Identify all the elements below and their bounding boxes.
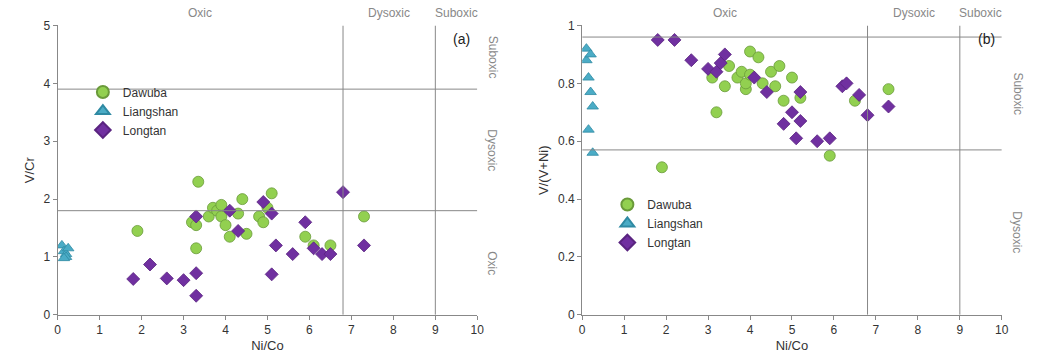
svg-text:Oxic: Oxic xyxy=(713,6,737,20)
svg-text:Dawuba: Dawuba xyxy=(123,86,167,100)
svg-text:1: 1 xyxy=(96,323,103,337)
svg-text:4: 4 xyxy=(44,77,51,91)
svg-text:Dysoxic: Dysoxic xyxy=(485,129,499,171)
svg-text:10: 10 xyxy=(471,323,485,337)
svg-text:V/(V+Ni): V/(V+Ni) xyxy=(536,145,551,194)
svg-text:2: 2 xyxy=(138,323,145,337)
svg-text:5: 5 xyxy=(264,323,271,337)
svg-text:V/Cr: V/Cr xyxy=(22,156,37,183)
svg-text:Longtan: Longtan xyxy=(123,124,166,138)
svg-text:0.8: 0.8 xyxy=(558,77,575,91)
svg-text:5: 5 xyxy=(44,19,51,33)
svg-text:0: 0 xyxy=(568,308,575,322)
svg-text:Dysoxic: Dysoxic xyxy=(1010,211,1024,253)
svg-text:(a): (a) xyxy=(453,31,470,47)
svg-text:7: 7 xyxy=(348,323,355,337)
svg-text:1: 1 xyxy=(568,19,575,33)
svg-text:8: 8 xyxy=(915,323,922,337)
svg-text:9: 9 xyxy=(432,323,439,337)
svg-text:Ni/Co: Ni/Co xyxy=(251,338,284,353)
svg-text:0.6: 0.6 xyxy=(558,134,575,148)
svg-text:Liangshan: Liangshan xyxy=(647,217,702,231)
svg-text:Suboxic: Suboxic xyxy=(486,36,500,79)
svg-text:1: 1 xyxy=(621,323,628,337)
svg-text:6: 6 xyxy=(831,323,838,337)
svg-text:Ni/Co: Ni/Co xyxy=(776,338,809,353)
svg-text:6: 6 xyxy=(306,323,313,337)
svg-text:Longtan: Longtan xyxy=(647,236,690,250)
svg-text:Suboxic: Suboxic xyxy=(1011,72,1025,115)
svg-text:Suboxic: Suboxic xyxy=(435,6,478,20)
svg-text:0: 0 xyxy=(579,323,586,337)
svg-text:1: 1 xyxy=(44,250,51,264)
svg-text:8: 8 xyxy=(390,323,397,337)
svg-text:Oxic: Oxic xyxy=(188,6,212,20)
svg-text:2: 2 xyxy=(663,323,670,337)
svg-text:3: 3 xyxy=(44,134,51,148)
svg-text:4: 4 xyxy=(222,323,229,337)
svg-text:Suboxic: Suboxic xyxy=(959,6,1002,20)
svg-text:Dysoxic: Dysoxic xyxy=(893,6,935,20)
svg-text:4: 4 xyxy=(747,323,754,337)
svg-text:7: 7 xyxy=(873,323,880,337)
svg-text:0.4: 0.4 xyxy=(558,192,575,206)
svg-text:2: 2 xyxy=(44,192,51,206)
svg-text:3: 3 xyxy=(705,323,712,337)
svg-text:Oxic: Oxic xyxy=(485,251,499,275)
svg-text:3: 3 xyxy=(180,323,187,337)
svg-text:0.2: 0.2 xyxy=(558,250,575,264)
svg-text:Dysoxic: Dysoxic xyxy=(368,6,410,20)
svg-text:9: 9 xyxy=(956,323,963,337)
svg-text:Liangshan: Liangshan xyxy=(123,105,178,119)
svg-text:5: 5 xyxy=(789,323,796,337)
svg-text:0: 0 xyxy=(54,323,61,337)
svg-text:10: 10 xyxy=(995,323,1009,337)
svg-text:0: 0 xyxy=(44,308,51,322)
svg-text:Dawuba: Dawuba xyxy=(647,198,691,212)
svg-text:(b): (b) xyxy=(978,31,995,47)
